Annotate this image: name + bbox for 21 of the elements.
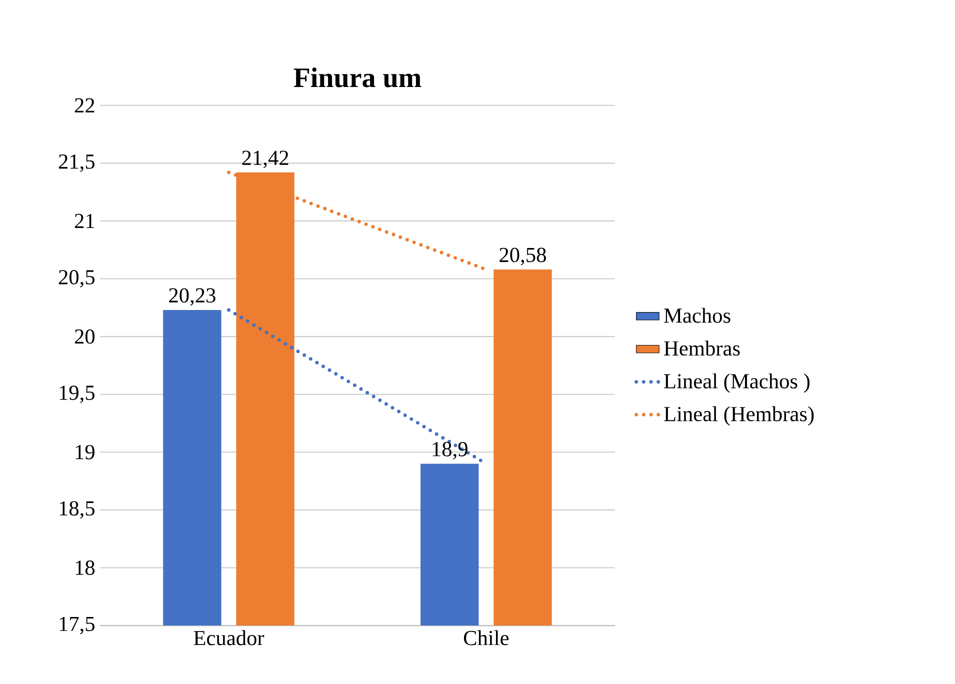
chart-title: Finura um: [294, 67, 422, 88]
data-label: 18,9: [432, 442, 468, 460]
y-tick-label: 21,5: [58, 154, 94, 172]
y-tick-label: 17,5: [60, 616, 94, 634]
legend-label: Machos: [664, 308, 730, 323]
y-tick-label: 18: [76, 560, 95, 575]
y-tick-label: 19: [76, 444, 94, 460]
legend-label: Lineal (Machos ): [664, 373, 810, 393]
y-tick-label: 21: [74, 214, 94, 228]
y-tick-label: 22: [74, 98, 94, 112]
y-tick-label: 20: [74, 329, 95, 344]
legend-label: Lineal (Hembras): [664, 406, 814, 426]
data-label: 20,58: [500, 248, 546, 266]
data-label: 20,23: [169, 288, 216, 306]
x-tick-label: Chile: [464, 630, 509, 646]
data-label: 21,42: [242, 150, 288, 168]
y-tick-label: 19,5: [60, 386, 94, 403]
x-tick-label: Ecuador: [194, 630, 264, 646]
legend-label: Hembras: [664, 340, 740, 356]
y-tick-label: 18,5: [60, 501, 94, 519]
y-tick-label: 20,5: [58, 270, 94, 288]
